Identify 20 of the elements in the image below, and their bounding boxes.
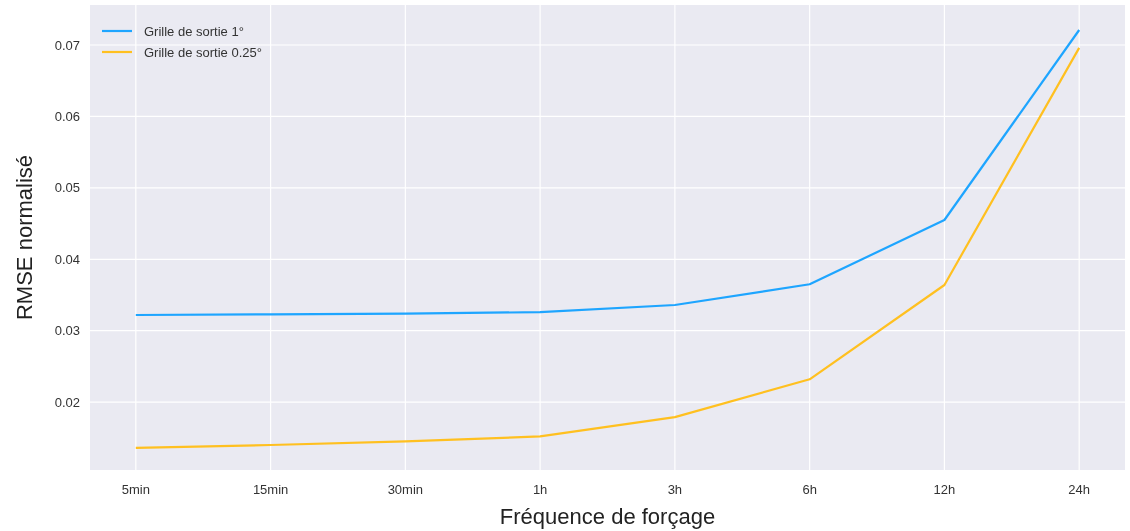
- x-tick-label: 15min: [252, 482, 289, 497]
- y-tick-label: 0.03: [54, 323, 80, 339]
- x-tick-label: 6h: [802, 482, 817, 497]
- x-tick-label: 24h: [1068, 482, 1091, 497]
- line-series: [134, 46, 1081, 449]
- legend-label: Grille de sortie 1°: [144, 23, 244, 39]
- x-tick-label: 12h: [933, 482, 956, 497]
- legend-label: Grille de sortie 0.25°: [144, 44, 262, 60]
- y-tick-label: 0.02: [54, 394, 80, 410]
- y-tick-label: 0.06: [54, 108, 80, 124]
- y-tick-label: 0.07: [54, 37, 80, 53]
- x-tick-label: 1h: [532, 482, 548, 497]
- x-tick-label: 3h: [667, 482, 683, 497]
- line-series: [134, 28, 1081, 317]
- x-tick-label: 30min: [387, 482, 424, 497]
- y-tick-label: 0.05: [54, 180, 80, 196]
- x-tick-label: 5min: [121, 482, 150, 497]
- y-tick-label: 0.04: [54, 251, 80, 267]
- y-axis-title: RMSE normalisé: [12, 154, 37, 321]
- x-axis-title: Fréquence de forçage: [499, 504, 716, 529]
